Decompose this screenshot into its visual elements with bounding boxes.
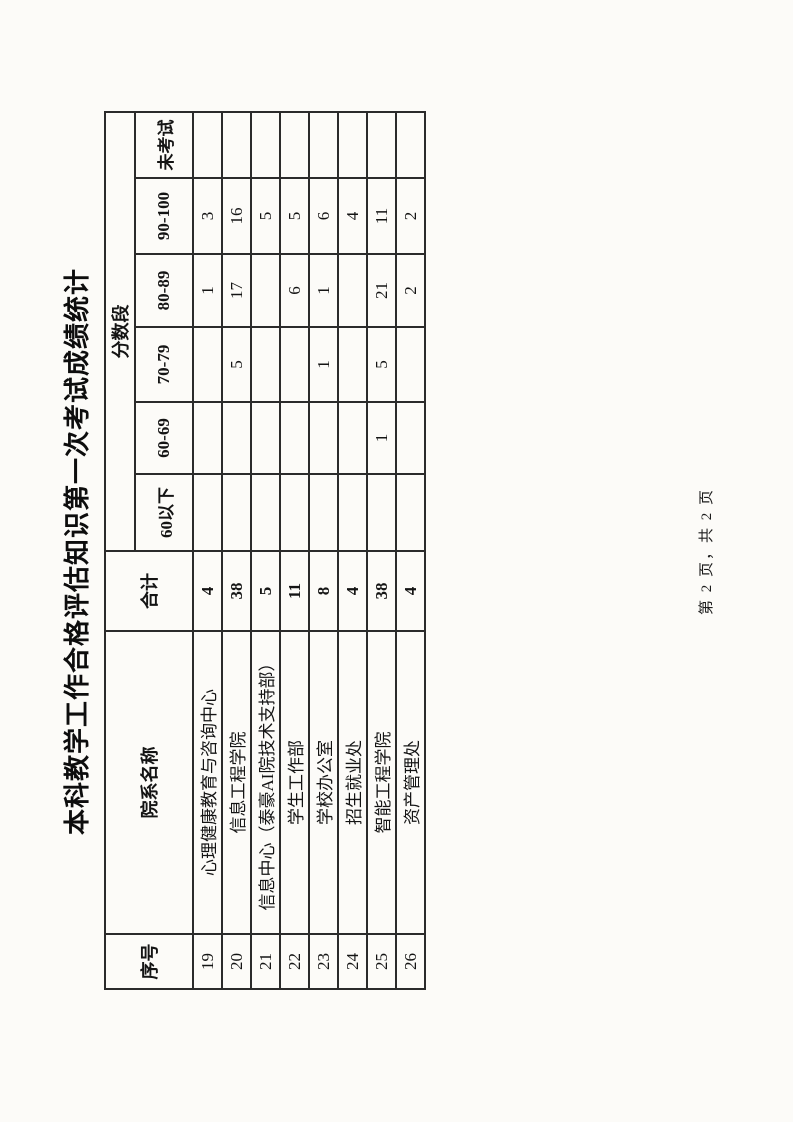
score-cell [396,402,425,474]
table-row: 25 智能工程学院 38 1 5 21 11 [367,112,396,989]
score-cell [396,327,425,402]
score-cell [309,474,338,551]
score-cell: 17 [222,254,251,327]
page-content: 本科教学工作合格评估知识第一次考试成绩统计 序号 院系名称 合计 分数段 60以… [0,111,426,990]
score-cell [280,402,309,474]
score-cell [338,402,367,474]
score-cell [222,112,251,178]
table-row: 22 学生工作部 11 6 5 [280,112,309,989]
header-row-1: 序号 院系名称 合计 分数段 [105,112,193,989]
row-number-cell: 26 [396,934,425,989]
page-title: 本科教学工作合格评估知识第一次考试成绩统计 [62,268,92,836]
score-cell [193,112,222,178]
score-cell [309,402,338,474]
range-header-70-79: 70-79 [135,327,193,402]
score-cell: 6 [280,254,309,327]
table-row: 19 心理健康教育与咨询中心 4 1 3 [193,112,222,989]
score-cell [251,327,280,402]
table-row: 23 学校办公室 8 1 1 6 [309,112,338,989]
score-cell [193,402,222,474]
department-name-cell: 学生工作部 [280,631,309,934]
range-header-90-100: 90-100 [135,178,193,254]
score-cell [251,254,280,327]
score-cell: 21 [367,254,396,327]
score-cell: 1 [309,327,338,402]
score-cell [222,402,251,474]
department-name-cell: 招生就业处 [338,631,367,934]
score-cell [193,327,222,402]
score-cell [193,474,222,551]
department-column-header: 院系名称 [105,631,193,934]
range-header-not-tested: 未考试 [135,112,193,178]
score-cell: 2 [396,254,425,327]
score-cell: 1 [367,402,396,474]
score-cell: 2 [396,178,425,254]
score-cell: 5 [367,327,396,402]
score-cell: 11 [367,178,396,254]
score-cell: 6 [309,178,338,254]
score-statistics-table: 序号 院系名称 合计 分数段 60以下 60-69 70-79 80-89 90… [104,111,426,990]
range-header-60-69: 60-69 [135,402,193,474]
row-number-cell: 22 [280,934,309,989]
department-name-cell: 资产管理处 [396,631,425,934]
total-cell: 11 [280,551,309,631]
row-number-cell: 19 [193,934,222,989]
row-number-cell: 25 [367,934,396,989]
score-cell [251,402,280,474]
row-number-cell: 20 [222,934,251,989]
score-cell: 4 [338,178,367,254]
score-cell [280,327,309,402]
score-cell: 5 [280,178,309,254]
seq-column-header: 序号 [105,934,193,989]
score-band-group-header: 分数段 [105,112,135,551]
score-cell [396,474,425,551]
score-cell [338,254,367,327]
score-cell [251,474,280,551]
score-cell [367,112,396,178]
score-cell [396,112,425,178]
score-cell [280,474,309,551]
total-cell: 8 [309,551,338,631]
table-row: 21 信息中心（泰豪AI院技术支持部） 5 5 [251,112,280,989]
score-cell: 1 [193,254,222,327]
score-cell [222,474,251,551]
score-cell [338,474,367,551]
department-name-cell: 信息工程学院 [222,631,251,934]
department-name-cell: 信息中心（泰豪AI院技术支持部） [251,631,280,934]
total-cell: 5 [251,551,280,631]
table-row: 20 信息工程学院 38 5 17 16 [222,112,251,989]
total-column-header: 合计 [105,551,193,631]
score-cell [309,112,338,178]
score-cell [367,474,396,551]
total-cell: 4 [396,551,425,631]
score-cell [338,112,367,178]
total-cell: 38 [222,551,251,631]
row-number-cell: 21 [251,934,280,989]
score-cell [251,112,280,178]
row-number-cell: 24 [338,934,367,989]
table-row: 26 资产管理处 4 2 2 [396,112,425,989]
total-cell: 4 [338,551,367,631]
score-cell [338,327,367,402]
total-cell: 4 [193,551,222,631]
department-name-cell: 智能工程学院 [367,631,396,934]
score-cell: 16 [222,178,251,254]
score-cell: 5 [251,178,280,254]
row-number-cell: 23 [309,934,338,989]
department-name-cell: 学校办公室 [309,631,338,934]
range-header-80-89: 80-89 [135,254,193,327]
total-cell: 38 [367,551,396,631]
score-cell: 3 [193,178,222,254]
page-footer: 第 2 页，共 2 页 [699,488,715,616]
score-cell [280,112,309,178]
table-row: 24 招生就业处 4 4 [338,112,367,989]
score-cell: 1 [309,254,338,327]
department-name-cell: 心理健康教育与咨询中心 [193,631,222,934]
range-header-below-60: 60以下 [135,474,193,551]
score-cell: 5 [222,327,251,402]
